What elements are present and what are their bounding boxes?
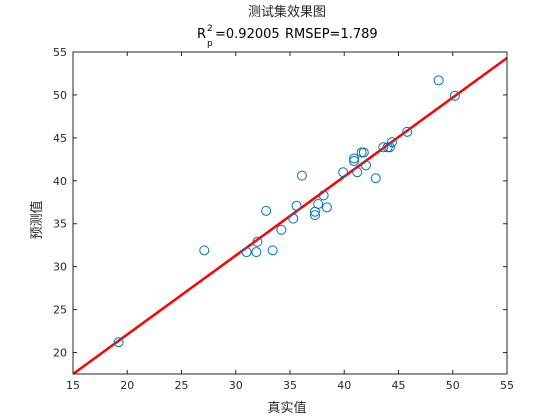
y-axis-label: 预测值 <box>29 200 45 239</box>
data-point <box>338 167 349 178</box>
subtitle-r-superscript: 2 <box>207 24 213 34</box>
data-point <box>291 200 302 211</box>
x-tick-label: 40 <box>337 379 351 392</box>
data-point <box>378 142 389 153</box>
y-tick-label: 20 <box>53 347 67 360</box>
x-tick-label: 15 <box>66 379 80 392</box>
y-axis: 20 25 30 35 40 45 50 55 <box>53 46 507 360</box>
chart-title: 测试集效果图 <box>248 4 326 20</box>
data-point <box>267 245 278 256</box>
subtitle-r-base: R <box>197 27 206 42</box>
x-tick-label: 50 <box>446 379 460 392</box>
subtitle-rmsep-value: RMSEP=1.789 <box>285 27 378 42</box>
data-point <box>321 202 332 213</box>
data-point <box>313 198 324 209</box>
data-point <box>358 147 369 158</box>
y-tick-label: 55 <box>53 46 67 59</box>
data-point <box>318 190 329 201</box>
data-point <box>370 173 381 184</box>
data-point <box>276 224 287 235</box>
data-point <box>113 337 124 348</box>
data-point <box>449 90 460 101</box>
data-point <box>296 170 307 181</box>
fit-line-layer <box>73 57 507 374</box>
data-point <box>252 236 263 247</box>
data-point <box>349 153 360 164</box>
data-point <box>360 160 371 171</box>
data-point <box>309 210 320 221</box>
data-point <box>349 156 360 167</box>
data-point <box>199 245 210 256</box>
data-point <box>261 205 272 216</box>
data-point <box>386 137 397 148</box>
y-tick-label: 30 <box>53 261 67 274</box>
x-tick-label: 35 <box>283 379 297 392</box>
x-tick-label: 25 <box>175 379 189 392</box>
data-point <box>241 247 252 258</box>
y-tick-label: 40 <box>53 175 67 188</box>
chart-subtitle: R 2 p =0.92005 RMSEP=1.789 <box>197 24 378 49</box>
y-tick-label: 35 <box>53 218 67 231</box>
y-tick-label: 50 <box>53 89 67 102</box>
x-tick-label: 30 <box>229 379 243 392</box>
data-point <box>251 247 262 258</box>
data-point <box>288 213 299 224</box>
x-tick-label: 20 <box>120 379 134 392</box>
x-tick-label: 45 <box>392 379 406 392</box>
data-point <box>352 167 363 178</box>
x-axis-label: 真实值 <box>267 400 306 416</box>
subtitle-r-subscript: p <box>207 39 213 49</box>
fit-line <box>73 57 507 374</box>
x-axis: 15 20 25 30 35 40 45 50 55 <box>66 52 514 392</box>
data-point <box>402 126 413 137</box>
y-tick-label: 25 <box>53 304 67 317</box>
x-tick-label: 55 <box>500 379 514 392</box>
y-tick-label: 45 <box>53 132 67 145</box>
subtitle-r2-value: =0.92005 <box>215 27 280 42</box>
data-point <box>384 142 395 153</box>
data-point <box>433 75 444 86</box>
data-points-layer <box>113 75 460 348</box>
